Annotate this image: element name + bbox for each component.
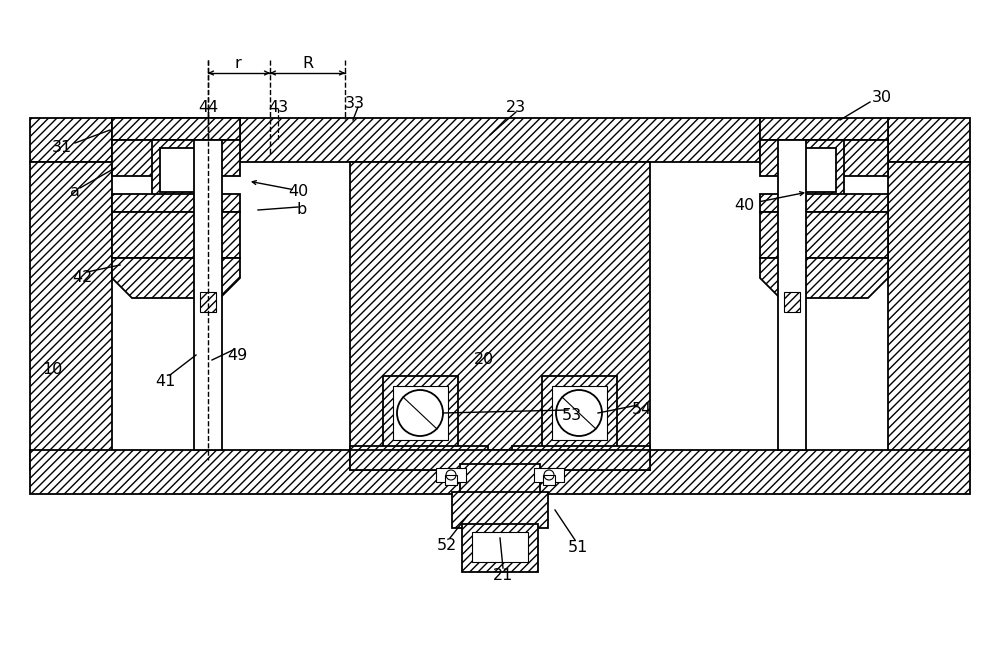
Text: 52: 52: [437, 537, 457, 552]
Text: 53: 53: [562, 407, 582, 422]
Bar: [784, 292, 800, 312]
Bar: [436, 468, 466, 482]
Polygon shape: [112, 258, 240, 298]
Text: 54: 54: [632, 402, 652, 417]
Bar: [350, 446, 488, 470]
Text: 51: 51: [568, 539, 588, 554]
Bar: [112, 140, 240, 176]
Bar: [30, 118, 112, 162]
Bar: [112, 212, 240, 258]
Bar: [792, 148, 836, 192]
Text: 40: 40: [288, 185, 308, 200]
Text: 44: 44: [198, 101, 218, 116]
Bar: [542, 376, 617, 450]
Bar: [888, 162, 970, 470]
Text: 41: 41: [155, 375, 175, 389]
Bar: [240, 118, 760, 162]
Bar: [112, 118, 240, 140]
Bar: [534, 468, 564, 482]
Bar: [152, 140, 212, 200]
Bar: [888, 118, 970, 162]
Text: 43: 43: [268, 101, 288, 116]
Bar: [30, 162, 112, 470]
Text: b: b: [297, 202, 307, 217]
Bar: [112, 118, 240, 140]
Bar: [778, 140, 806, 450]
Bar: [350, 450, 650, 470]
Bar: [160, 148, 204, 192]
Polygon shape: [760, 258, 888, 298]
Bar: [760, 194, 888, 212]
Text: 30: 30: [872, 89, 892, 104]
Text: 23: 23: [506, 99, 526, 114]
Bar: [552, 386, 607, 440]
Bar: [194, 140, 222, 450]
Bar: [112, 194, 240, 212]
Bar: [472, 532, 528, 562]
Bar: [462, 524, 538, 572]
Text: 42: 42: [72, 270, 92, 285]
Text: a: a: [70, 185, 80, 200]
Bar: [512, 446, 650, 470]
Bar: [543, 475, 555, 485]
Text: 40: 40: [734, 197, 754, 212]
Bar: [760, 140, 888, 176]
Text: 49: 49: [227, 347, 247, 362]
Bar: [30, 450, 970, 494]
Text: r: r: [235, 56, 241, 71]
Bar: [760, 118, 888, 140]
Bar: [760, 212, 888, 258]
Bar: [452, 492, 548, 528]
Bar: [200, 292, 216, 312]
Text: 21: 21: [493, 567, 513, 582]
Text: 31: 31: [52, 140, 72, 155]
Bar: [445, 475, 457, 485]
Text: R: R: [302, 56, 314, 71]
Bar: [350, 162, 650, 450]
Bar: [383, 376, 458, 450]
Text: 20: 20: [474, 353, 494, 368]
Text: 10: 10: [42, 362, 62, 377]
Bar: [460, 464, 540, 496]
Bar: [393, 386, 448, 440]
Text: 33: 33: [345, 95, 365, 110]
Bar: [784, 140, 844, 200]
